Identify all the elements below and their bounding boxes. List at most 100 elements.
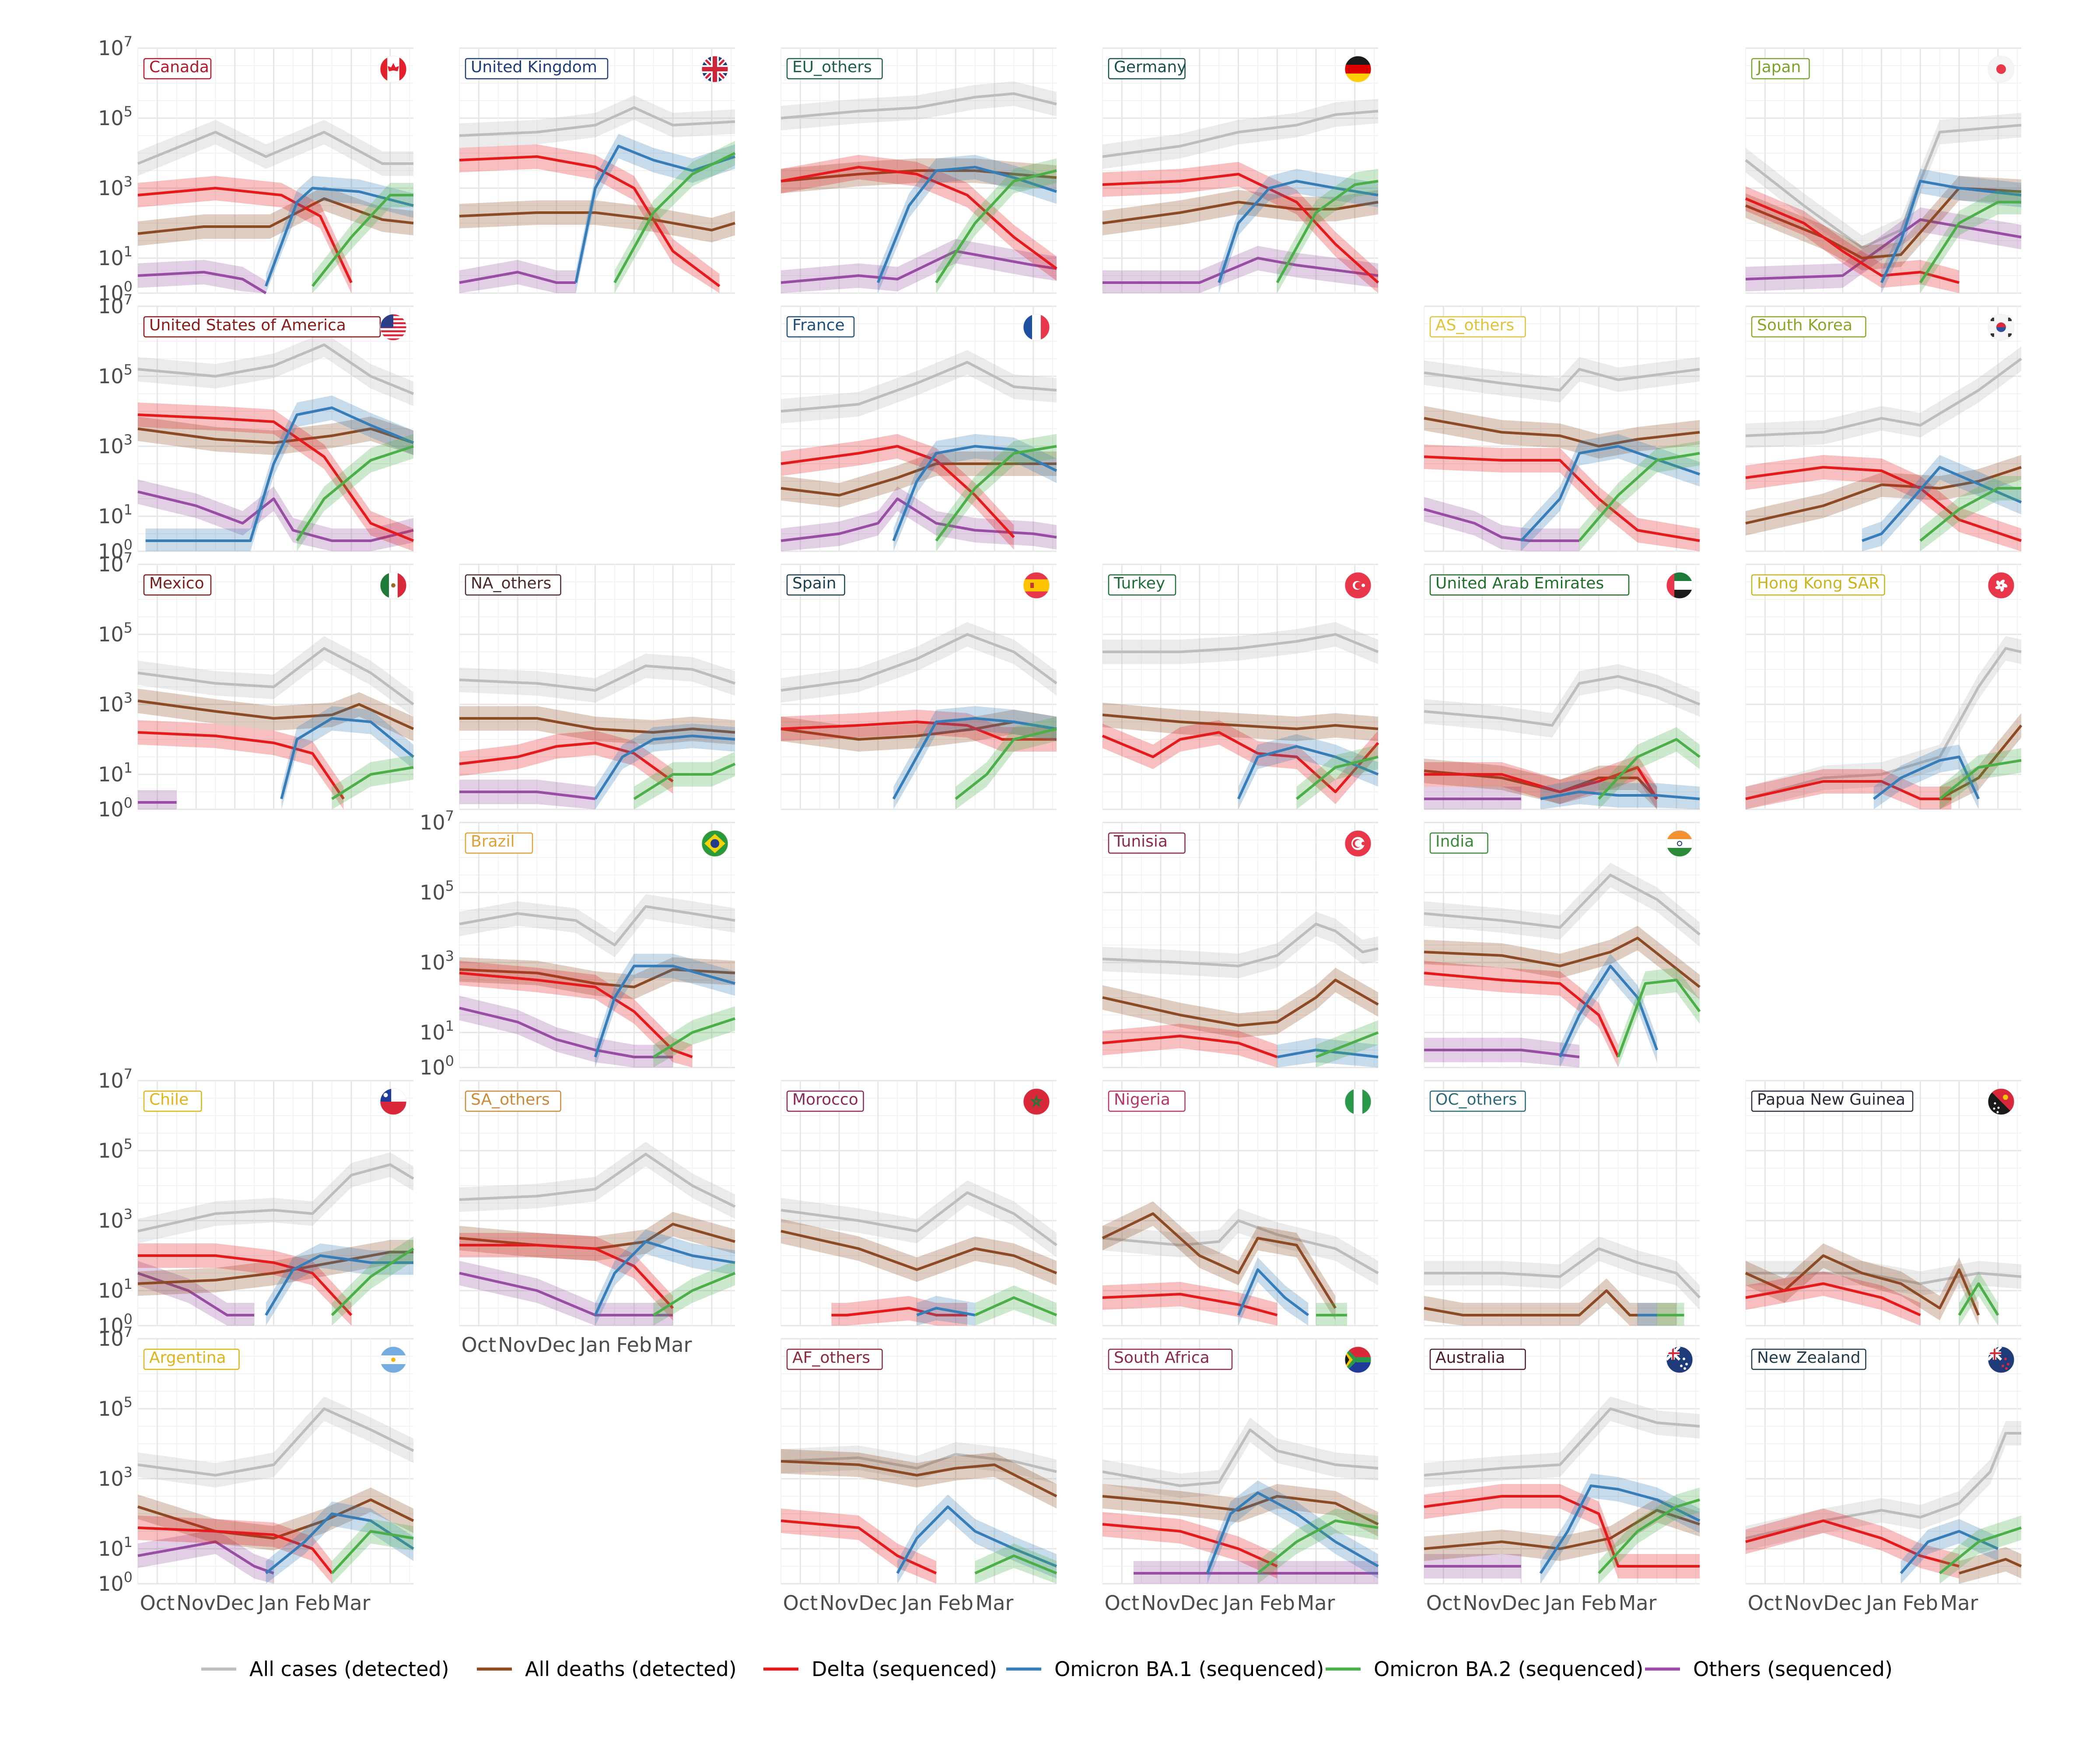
band-deaths (138, 1488, 413, 1550)
band-deaths (1424, 1498, 1700, 1561)
line-ba1 (1218, 180, 1379, 283)
band-ba2 (297, 434, 413, 551)
line-ba2 (331, 1247, 414, 1316)
band-ba2 (1257, 1508, 1378, 1584)
y-tick-label: 105 (98, 1394, 133, 1421)
panel-label-box (465, 574, 561, 596)
band-ba2 (332, 755, 413, 809)
line-deaths (1102, 1495, 1379, 1526)
line-ba2 (1919, 487, 2021, 542)
line-delta (1102, 1035, 1278, 1058)
line-ba1 (1237, 1268, 1309, 1316)
panel-label-box (1429, 316, 1526, 338)
x-tick-label: Nov (1463, 1591, 1502, 1615)
line-ba1 (1862, 466, 2022, 542)
band-deaths (459, 706, 735, 745)
line-ba1 (265, 1512, 414, 1575)
band-ba2 (1599, 727, 1700, 809)
x-tick-label: Nov (498, 1333, 537, 1357)
turkey-flag-icon (1345, 572, 1371, 598)
y-tick-label: 100 (98, 1569, 133, 1596)
line-ba1 (280, 717, 414, 799)
spain-flag-icon (1023, 572, 1050, 598)
band-ba2 (1920, 190, 2021, 293)
panel-label-text: AF_others (792, 1349, 870, 1367)
line-ba2 (296, 445, 414, 542)
panel-mexico: Mexico 100 101 103 105 107 (98, 550, 414, 821)
band-delta (138, 402, 413, 551)
panel-label-box (1429, 1348, 1526, 1370)
line-ba2 (1598, 738, 1701, 800)
panel-morocco: Morocco (780, 1080, 1057, 1326)
panel-japan: Japan (1745, 47, 2022, 294)
panel-france: France (780, 305, 1057, 552)
x-tick-label: Dec (1502, 1591, 1540, 1615)
band-others (1746, 207, 2021, 291)
band-others (1424, 1038, 1579, 1068)
band-cases (459, 1142, 735, 1219)
band-ba1 (1560, 954, 1657, 1068)
y-tick-label: 100 (420, 1053, 454, 1079)
panel-label: Morocco (786, 1090, 864, 1112)
mexico-flag-icon (380, 572, 406, 598)
y-tick-label: 103 (98, 690, 133, 716)
band-ba1 (1881, 169, 2021, 293)
band-deaths (1746, 1243, 1979, 1326)
band-ba2 (1959, 1271, 1998, 1326)
panel-label: Mexico (143, 574, 212, 596)
panel-label-text: Papua New Guinea (1757, 1091, 1905, 1109)
newzealand-flag-icon (1988, 1347, 2014, 1373)
line-cases (459, 905, 735, 946)
y-tick-label: 105 (98, 103, 133, 130)
panel-label: South Africa (1108, 1348, 1233, 1370)
line-deaths (459, 717, 735, 734)
panel-papua-new-guinea: Papua New Guinea (1745, 1080, 2022, 1326)
line-cases (459, 106, 735, 137)
x-tick-label: Dec (1823, 1591, 1862, 1615)
panel-label: United Kingdom (465, 58, 609, 80)
panel-label: OC_others (1429, 1090, 1526, 1112)
panel-as-others: AS_others (1424, 305, 1700, 552)
line-delta (1745, 780, 1952, 800)
line-cases (780, 361, 1057, 413)
line-delta (459, 1244, 674, 1309)
line-deaths (1939, 724, 2023, 800)
band-ba2 (332, 1236, 413, 1326)
line-deaths (137, 427, 414, 444)
band-cases (138, 636, 413, 717)
line-cases (1102, 110, 1379, 158)
y-tick-label: 105 (98, 620, 133, 646)
band-cases (1746, 346, 2021, 448)
tunisia-flag-icon (1345, 830, 1371, 857)
line-ba1 (145, 406, 414, 542)
panel-australia: Australia Oct Nov Dec Jan Feb Mar (1424, 1338, 1701, 1615)
line-others (137, 271, 267, 294)
x-tick-label: Jan (1222, 1591, 1254, 1615)
png-flag-icon (1988, 1088, 2014, 1115)
line-delta (780, 445, 1015, 539)
band-cases (459, 95, 735, 148)
panel-label: Chile (143, 1090, 202, 1112)
band-delta (459, 961, 693, 1068)
line-delta (1424, 455, 1700, 542)
line-deaths (1745, 466, 2022, 525)
line-ba1 (574, 145, 735, 283)
morocco-flag-icon (1023, 1088, 1050, 1115)
line-others (137, 490, 414, 542)
panel-label-text: NA_others (471, 574, 551, 592)
x-tick-label: Feb (1581, 1591, 1617, 1615)
legend-item-ba1: Omicron BA.1 (sequenced) (1006, 1657, 1324, 1681)
line-deaths (780, 1230, 1057, 1274)
panel-label: United States of America (143, 316, 381, 338)
y-tick-label: 107 (98, 550, 133, 576)
legend-item-delta: Delta (sequenced) (763, 1657, 997, 1681)
y-tick-label: 103 (98, 1206, 133, 1232)
line-others (459, 791, 595, 800)
line-ba1 (1872, 756, 1980, 800)
line-others (1424, 508, 1579, 542)
y-tick-label: 103 (98, 431, 133, 458)
line-delta (780, 721, 1057, 741)
southafrica-flag-icon (1345, 1347, 1371, 1373)
band-ba2 (614, 141, 735, 293)
line-delta (1424, 972, 1620, 1058)
